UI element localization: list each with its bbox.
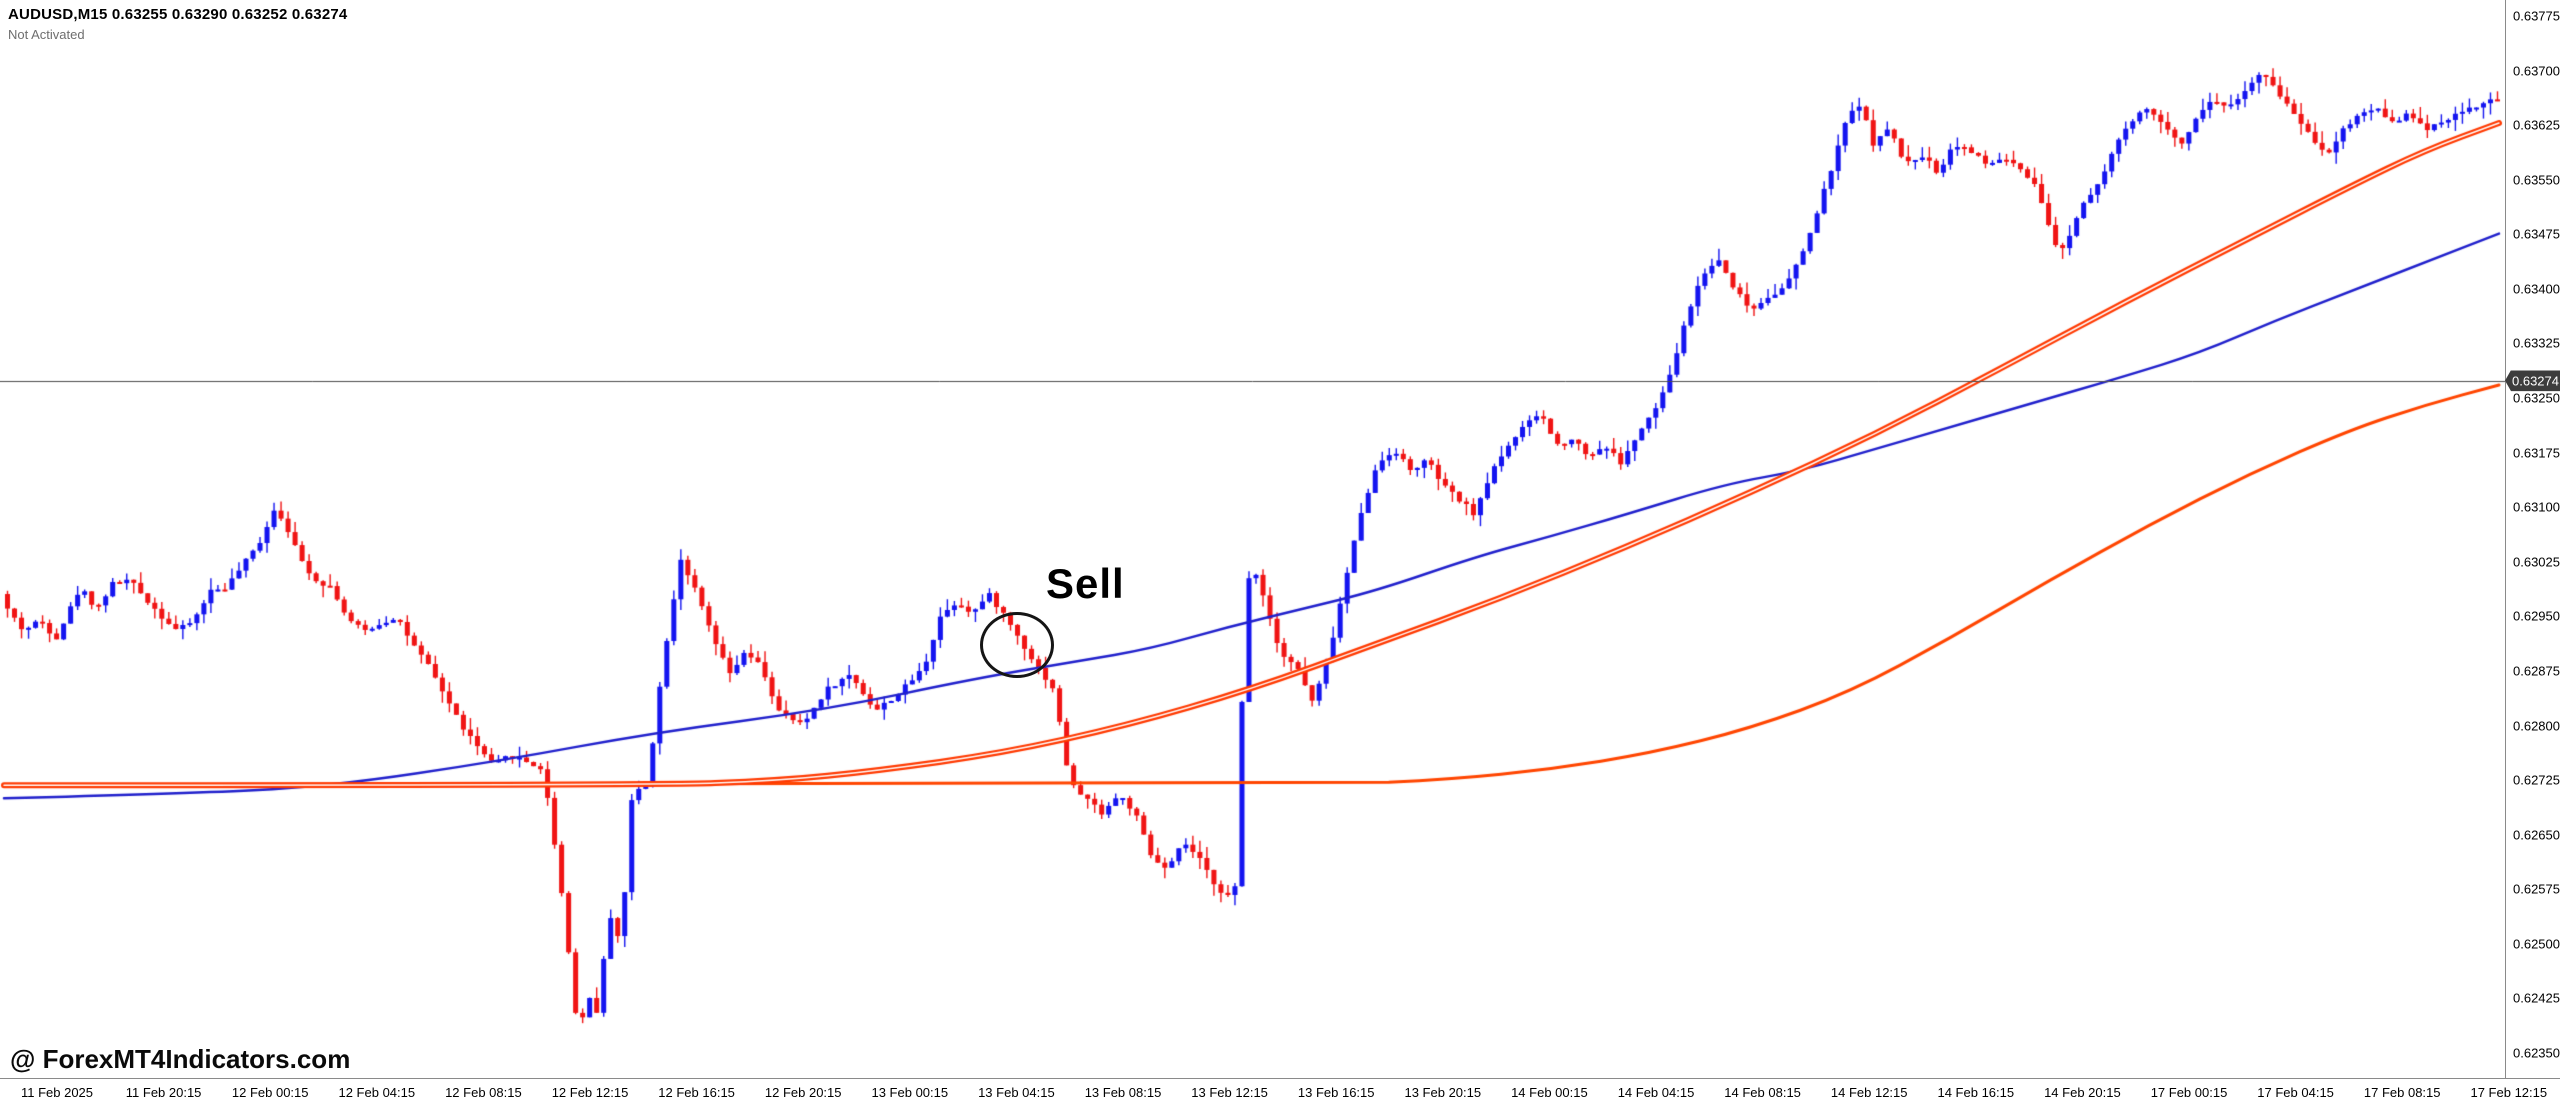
time-axis-label: 14 Feb 04:15: [1617, 1085, 1695, 1100]
price-axis-label: 0.62350: [2513, 1045, 2560, 1061]
price-axis-label: 0.63250: [2513, 390, 2560, 406]
price-axis-label: 0.63325: [2513, 335, 2560, 351]
time-axis-label: 14 Feb 00:15: [1511, 1085, 1588, 1100]
price-axis-label: 0.63700: [2513, 63, 2560, 79]
time-axis-label: 13 Feb 08:15: [1084, 1085, 1162, 1100]
price-axis-label: 0.62800: [2513, 718, 2560, 734]
time-axis-label: 12 Feb 04:15: [338, 1085, 416, 1100]
price-axis: 0.63775 0.63700 0.63625 0.63550 0.63475 0.634…: [2505, 0, 2560, 1078]
time-axis-label: 13 Feb 20:15: [1404, 1085, 1482, 1100]
time-axis-label: 13 Feb 00:15: [871, 1085, 949, 1100]
sell-signal-circle: [980, 612, 1054, 678]
price-axis-label: 0.63025: [2513, 554, 2560, 570]
price-axis-label: 0.62425: [2513, 990, 2560, 1006]
time-axis-label: 12 Feb 20:15: [764, 1085, 842, 1100]
watermark-text: @ ForexMT4Indicators.com: [10, 1044, 351, 1074]
time-axis-label: 12 Feb 16:15: [658, 1085, 735, 1100]
price-axis-label: 0.63625: [2513, 117, 2560, 133]
time-axis-label: 12 Feb 00:15: [231, 1085, 309, 1100]
time-axis-label: 12 Feb 12:15: [551, 1085, 629, 1100]
time-axis-label: 17 Feb 04:15: [2257, 1085, 2334, 1100]
time-axis-label: 11 Feb 20:15: [125, 1085, 202, 1100]
time-axis-label: 13 Feb 04:15: [978, 1085, 1055, 1100]
time-axis-label: 17 Feb 00:15: [2150, 1085, 2228, 1100]
time-axis-label: 17 Feb 12:15: [2470, 1085, 2548, 1100]
price-axis-separator: [2505, 0, 2506, 1079]
price-axis-label: 0.62950: [2513, 608, 2560, 624]
price-axis-label: 0.63400: [2513, 281, 2560, 297]
price-axis-label: 0.63100: [2513, 499, 2560, 515]
time-axis-label: 14 Feb 12:15: [1830, 1085, 1908, 1100]
price-axis-label: 0.62725: [2513, 772, 2560, 788]
sell-signal-label: Sell: [1046, 560, 1125, 607]
price-axis-label: 0.62500: [2513, 936, 2560, 952]
price-axis-label: 0.63775: [2513, 8, 2560, 24]
time-axis-separator: [0, 1078, 2560, 1079]
time-axis: 11 Feb 2025 11 Feb 20:15 12 Feb 00:15 12 Fe…: [0, 1079, 2560, 1101]
candlestick-chart[interactable]: [0, 0, 2505, 1078]
time-axis-label: 14 Feb 16:15: [1937, 1085, 2015, 1100]
indicator-status-label: Not Activated: [8, 27, 85, 42]
price-axis-label: 0.62650: [2513, 827, 2560, 843]
time-axis-label: 11 Feb 2025: [20, 1085, 94, 1100]
price-axis-label: 0.63550: [2513, 172, 2560, 188]
time-axis-label: 13 Feb 12:15: [1191, 1085, 1268, 1100]
price-axis-label: 0.62875: [2513, 663, 2560, 679]
current-price-tag: 0.63274: [2505, 370, 2560, 392]
symbol-ohlc-title: AUDUSD,M15 0.63255 0.63290 0.63252 0.632…: [8, 6, 348, 23]
price-axis-label: 0.63475: [2513, 226, 2560, 242]
time-axis-label: 14 Feb 08:15: [1724, 1085, 1801, 1100]
time-axis-label: 14 Feb 20:15: [2044, 1085, 2121, 1100]
time-axis-label: 13 Feb 16:15: [1297, 1085, 1375, 1100]
time-axis-label: 12 Feb 08:15: [445, 1085, 522, 1100]
price-axis-label: 0.63175: [2513, 445, 2560, 461]
price-axis-label: 0.62575: [2513, 881, 2560, 897]
time-axis-label: 17 Feb 08:15: [2363, 1085, 2441, 1100]
